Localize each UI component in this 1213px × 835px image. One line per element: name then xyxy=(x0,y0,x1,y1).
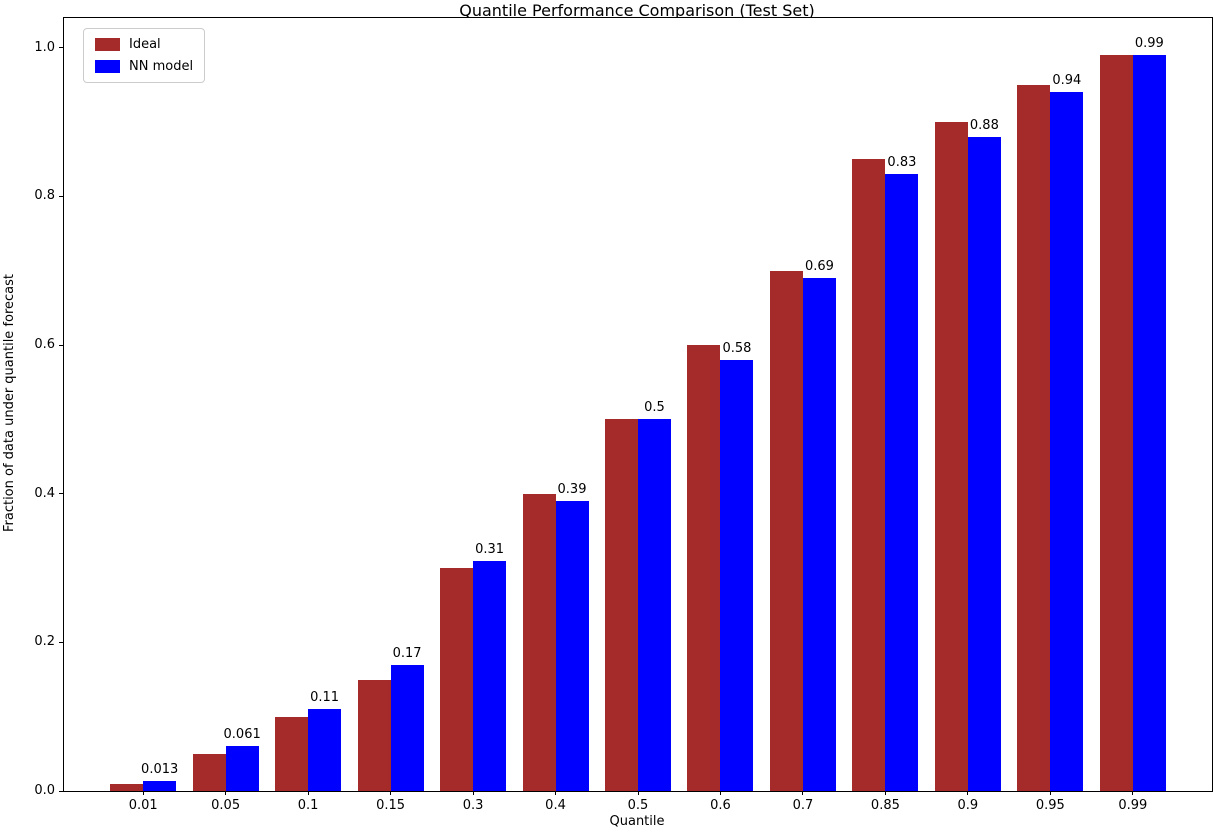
x-tick xyxy=(884,791,886,795)
x-tick-label: 0.3 xyxy=(462,798,484,813)
bar-ideal xyxy=(357,679,391,791)
x-axis-label: Quantile xyxy=(609,814,665,829)
x-tick-label: 0.4 xyxy=(545,798,566,813)
bar-nn-model xyxy=(473,560,507,791)
bar-nn-model xyxy=(885,174,919,791)
bar-value-label: 0.83 xyxy=(887,155,917,171)
bar-nn-model xyxy=(802,278,836,791)
bar-value-label: 0.061 xyxy=(223,726,261,742)
x-tick xyxy=(1049,791,1051,795)
bar-value-label: 0.5 xyxy=(644,400,665,416)
bar-nn-model xyxy=(390,664,424,791)
y-tick xyxy=(59,641,64,643)
bar-ideal xyxy=(192,753,226,791)
y-tick-label: 0.8 xyxy=(34,188,55,204)
x-tick xyxy=(967,791,969,795)
x-tick xyxy=(307,791,309,795)
bar-value-label: 0.58 xyxy=(722,340,752,356)
y-tick xyxy=(59,344,64,346)
bar-ideal xyxy=(522,493,556,791)
y-tick xyxy=(59,493,64,495)
bar-ideal xyxy=(440,568,474,791)
legend-item-ideal: Ideal xyxy=(95,37,193,52)
x-tick-label: 0.85 xyxy=(870,798,900,813)
y-axis-label: Fraction of data under quantile forecast xyxy=(2,273,17,533)
bar-nn-model xyxy=(967,136,1001,791)
bar-ideal xyxy=(605,419,638,791)
x-tick-label: 0.99 xyxy=(1118,798,1148,813)
x-tick-label: 0.95 xyxy=(1035,798,1065,813)
bar-value-label: 0.31 xyxy=(475,541,505,557)
x-tick-label: 0.01 xyxy=(128,798,158,813)
legend-swatch-nn-model xyxy=(95,60,120,73)
x-tick-label: 0.6 xyxy=(710,798,731,813)
bar-value-label: 0.88 xyxy=(969,117,999,133)
bar-nn-model xyxy=(308,709,342,791)
x-tick xyxy=(637,791,639,795)
bar-nn-model xyxy=(1050,92,1084,791)
y-tick-label: 0.6 xyxy=(34,337,55,353)
legend-item-nn-model: NN model xyxy=(95,59,193,74)
x-tick-label: 0.9 xyxy=(957,798,979,813)
bar-nn-model xyxy=(225,745,259,791)
bar-nn-model xyxy=(720,359,754,791)
bar-ideal xyxy=(852,159,886,791)
x-tick xyxy=(719,791,721,795)
plot-area: Ideal NN model 0.0 0.2 0.4 0.6 0.8 1.0 0.01 0.0… xyxy=(34,17,1213,813)
x-tick-label: 0.15 xyxy=(376,798,406,813)
x-tick xyxy=(390,791,392,795)
legend-label-nn-model: NN model xyxy=(129,59,194,74)
x-tick-label: 0.05 xyxy=(211,798,241,813)
x-tick xyxy=(225,791,227,795)
bar-nn-model xyxy=(143,781,177,791)
bar-value-label: 0.17 xyxy=(392,645,422,661)
x-tick xyxy=(1132,791,1134,795)
bar-ideal xyxy=(275,716,309,791)
bar-nn-model xyxy=(638,419,671,791)
y-tick-label: 0.4 xyxy=(34,485,55,501)
x-tick xyxy=(472,791,474,795)
y-tick-label: 0.0 xyxy=(34,783,55,798)
y-tick xyxy=(59,47,64,49)
bar-nn-model xyxy=(555,501,589,791)
legend-swatch-ideal xyxy=(95,38,120,51)
bar-ideal xyxy=(1017,84,1051,791)
bar-ideal xyxy=(687,345,721,791)
y-tick xyxy=(59,790,64,792)
x-tick-label: 0.1 xyxy=(297,798,319,813)
y-tick xyxy=(59,195,64,197)
bar-value-label: 0.39 xyxy=(557,482,587,498)
legend: Ideal NN model xyxy=(83,28,206,83)
bar-ideal xyxy=(934,122,968,791)
bar-value-label: 0.99 xyxy=(1134,36,1164,52)
bar-value-label: 0.69 xyxy=(804,259,834,275)
bar-ideal xyxy=(769,270,803,791)
legend-label-ideal: Ideal xyxy=(129,37,161,52)
bar-value-label: 0.11 xyxy=(310,690,340,706)
x-tick-label: 0.5 xyxy=(627,798,649,813)
x-tick xyxy=(802,791,804,795)
bar-nn-model xyxy=(1132,55,1166,791)
y-tick-label: 0.2 xyxy=(34,634,55,650)
x-tick-label: 0.7 xyxy=(792,798,814,813)
bar-ideal xyxy=(1099,55,1133,791)
bar-ideal xyxy=(110,783,144,791)
chart-title: Quantile Performance Comparison (Test Se… xyxy=(459,1,815,20)
y-tick-label: 1.0 xyxy=(34,39,55,55)
bar-value-label: 0.94 xyxy=(1052,73,1082,89)
x-tick xyxy=(555,791,557,795)
bar-value-label: 0.013 xyxy=(141,762,179,778)
x-tick xyxy=(142,791,144,795)
